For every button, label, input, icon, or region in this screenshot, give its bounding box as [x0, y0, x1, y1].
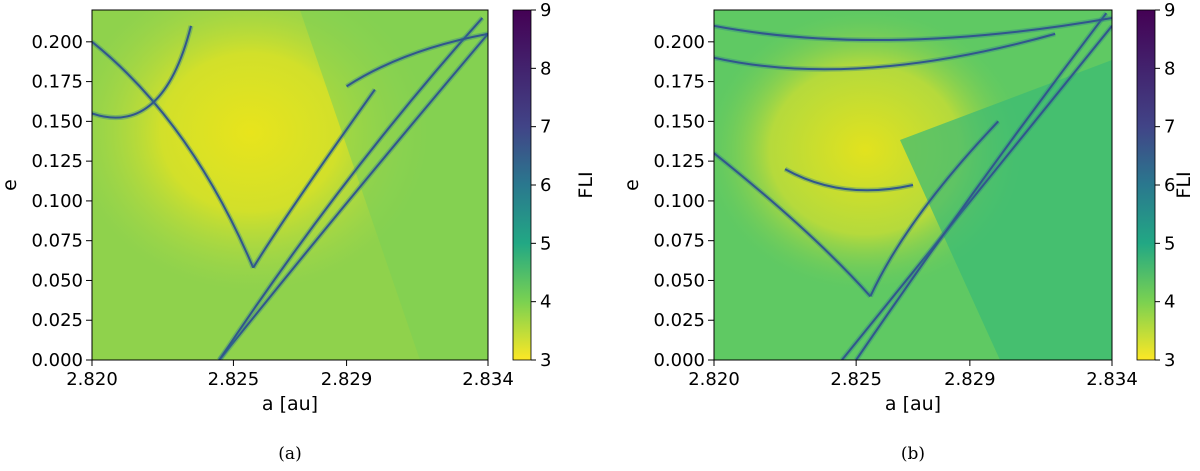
colorbar-axis: 3 4 5 6 7 8 9: [531, 0, 551, 371]
resonance-curve: [855, 12, 1108, 360]
x-tick-label: 2.825: [830, 369, 882, 390]
y-tick-label: 0.000: [31, 350, 83, 371]
resonance-curve: [784, 168, 914, 192]
resonance-curves: [92, 16, 488, 360]
y-axis: 0.000 0.025 0.050 0.075 0.100 0.125 0.150 0.175…: [653, 32, 714, 371]
colorbar-tick-label: 3: [1164, 350, 1175, 371]
colorbar-tick-label: 8: [1164, 58, 1175, 79]
panel-caption: (a): [278, 444, 301, 464]
x-axis: 2.820 2.825 2.829 2.834: [688, 360, 1138, 390]
colorbar-tick-label: 6: [1164, 175, 1175, 196]
y-tick-label: 0.150: [31, 111, 83, 132]
x-axis: 2.820 2.825 2.829 2.834: [66, 360, 514, 390]
y-tick-label: 0.100: [31, 191, 83, 212]
y-tick-label: 0.150: [653, 111, 705, 132]
colorbar-tick-label: 4: [1164, 292, 1175, 313]
y-tick-label: 0.200: [653, 32, 705, 53]
colorbar-label: FLI: [1173, 171, 1195, 198]
x-tick-label: 2.825: [208, 369, 260, 390]
y-tick-label: 0.075: [31, 231, 83, 252]
colorbar-tick-label: 3: [540, 350, 551, 371]
resonance-curve: [92, 41, 255, 269]
y-tick-label: 0.000: [653, 350, 705, 371]
y-tick-label: 0.200: [31, 32, 83, 53]
colorbar-tick-label: 8: [540, 58, 551, 79]
x-axis-label: a [au]: [885, 393, 941, 415]
x-tick-label: 2.834: [462, 369, 514, 390]
panel-a: 2.820 2.825 2.829 2.834 0.000 0.025 0.050 0.07…: [0, 0, 597, 464]
colorbar: [1136, 9, 1156, 361]
x-tick-label: 2.820: [66, 369, 118, 390]
y-tick-label: 0.075: [653, 231, 705, 252]
resonance-curve: [252, 88, 376, 269]
resonance-curve: [218, 17, 484, 360]
y-tick-label: 0.050: [653, 270, 705, 291]
y-tick-label: 0.100: [653, 191, 705, 212]
colorbar-tick-label: 9: [1164, 0, 1175, 21]
resonance-curve: [714, 32, 1056, 71]
x-tick-label: 2.829: [944, 369, 996, 390]
panel-caption: (b): [901, 444, 925, 464]
colorbar-tick-label: 4: [540, 292, 551, 313]
colorbar: [512, 9, 532, 361]
resonance-curves: [714, 11, 1112, 360]
resonance-curve: [714, 152, 872, 298]
resonance-curve: [346, 32, 488, 88]
colorbar-label: FLI: [575, 171, 597, 198]
y-axis: 0.000 0.025 0.050 0.075 0.100 0.125 0.150 0.175…: [31, 32, 92, 371]
resonance-curve: [92, 25, 192, 119]
colorbar-tick-label: 6: [540, 175, 551, 196]
panel-b: 2.820 2.825 2.829 2.834 0.000 0.025 0.050 0.07…: [621, 0, 1195, 464]
y-tick-label: 0.050: [31, 270, 83, 291]
x-tick-label: 2.820: [688, 369, 740, 390]
y-tick-label: 0.025: [653, 310, 705, 331]
plot-frame: [713, 9, 1113, 361]
colorbar-tick-label: 5: [540, 233, 551, 254]
colorbar-axis: 3 4 5 6 7 8 9: [1155, 0, 1175, 371]
right-region: [300, 10, 488, 360]
colorbar-tick-label: 7: [540, 117, 551, 138]
x-axis-label: a [au]: [262, 393, 318, 415]
resonance-curve: [218, 33, 488, 360]
y-tick-label: 0.175: [653, 72, 705, 93]
plot-frame: [91, 9, 489, 361]
colorbar-tick-label: 7: [1164, 117, 1175, 138]
x-tick-label: 2.829: [321, 369, 373, 390]
colorbar-tick-label: 9: [540, 0, 551, 21]
y-axis-label: e: [621, 179, 643, 191]
right-region: [900, 60, 1112, 360]
y-tick-label: 0.175: [31, 72, 83, 93]
y-axis-label: e: [0, 179, 21, 191]
y-tick-label: 0.125: [653, 151, 705, 172]
x-tick-label: 2.834: [1086, 369, 1138, 390]
resonance-curve: [714, 16, 1112, 42]
y-tick-label: 0.025: [31, 310, 83, 331]
resonance-curve: [841, 25, 1112, 360]
resonance-curve: [869, 120, 1000, 297]
colorbar-tick-label: 5: [1164, 233, 1175, 254]
y-tick-label: 0.125: [31, 151, 83, 172]
